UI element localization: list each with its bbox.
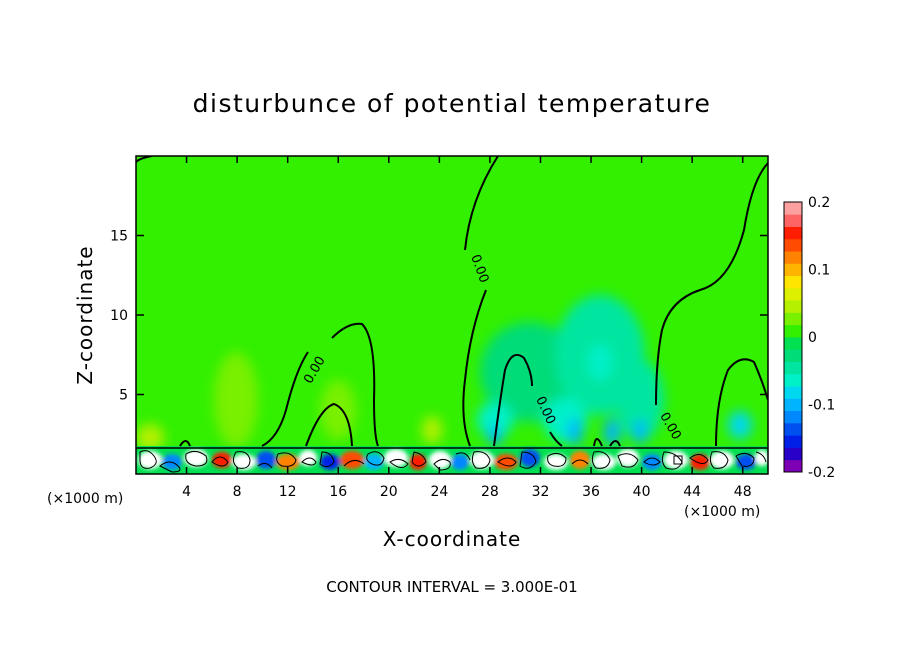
- y-tick-label: 10: [110, 308, 128, 324]
- colorbar-swatch: [784, 238, 802, 252]
- colorbar-swatch: [784, 337, 802, 350]
- colorbar-swatch: [784, 312, 802, 326]
- colorbar-swatch: [784, 422, 802, 436]
- colorbar-tick-label: 0.2: [808, 195, 830, 211]
- x-axis-label: X-coordinate: [383, 527, 522, 551]
- colorbar-tick-label: -0.1: [808, 398, 835, 414]
- colorbar-swatch: [784, 410, 802, 424]
- colorbar-swatch: [784, 349, 802, 362]
- colorbar-swatch: [784, 287, 802, 301]
- colorbar-tick-label: -0.2: [808, 465, 835, 481]
- colorbar-swatch: [784, 324, 802, 338]
- x-tick-label: 16: [329, 484, 347, 500]
- x-tick-label: 28: [481, 484, 499, 500]
- x-tick-label: 4: [182, 484, 191, 500]
- colorbar-swatch: [784, 214, 802, 227]
- colorbar-tick-label: 0: [808, 330, 817, 346]
- zero-contours: [136, 156, 768, 447]
- colorbar-swatch: [784, 251, 802, 264]
- y-unit-label: (×1000 m): [47, 491, 123, 507]
- colorbar-frame: [783, 201, 803, 473]
- x-tick-label: 12: [279, 484, 297, 500]
- colorbar-swatch: [784, 300, 802, 313]
- x-tick-label: 24: [430, 484, 448, 500]
- y-tick-label: 15: [110, 229, 128, 245]
- colorbar-swatch: [784, 202, 802, 215]
- colorbar-swatch: [784, 398, 802, 412]
- chart-title: disturbunce of potential temperature: [193, 89, 712, 118]
- x-tick-label: 8: [233, 484, 242, 500]
- colorbar-swatch: [784, 459, 802, 473]
- x-tick-label: 48: [734, 484, 752, 500]
- x-axis-ticks: 4 8 12 16 20 24 28 32 36 40 44 48: [182, 156, 752, 500]
- plot-area: 0.00 0.00 0.00 0.00: [136, 156, 768, 474]
- x-tick-label: 32: [532, 484, 550, 500]
- x-tick-label: 20: [380, 484, 398, 500]
- y-axis-label: Z-coordinate: [73, 245, 97, 384]
- surface-layer: [136, 446, 768, 474]
- colorbar: 0.2 0.1 0 -0.1 -0.2: [783, 195, 835, 481]
- x-tick-label: 36: [582, 484, 600, 500]
- colorbar-swatch: [784, 361, 802, 375]
- contour-interval-note: CONTOUR INTERVAL = 3.000E-01: [326, 578, 577, 596]
- x-tick-label: 40: [633, 484, 651, 500]
- colorbar-swatch: [784, 386, 802, 399]
- colorbar-swatch: [784, 373, 802, 387]
- colorbar-swatch: [784, 275, 802, 289]
- colorbar-swatch: [784, 226, 802, 240]
- colorbar-swatch: [784, 447, 802, 461]
- colorbar-tick-label: 0.1: [808, 263, 830, 279]
- y-tick-label: 5: [119, 388, 128, 404]
- colorbar-swatch: [784, 263, 802, 277]
- x-tick-label: 44: [683, 484, 701, 500]
- x-unit-label: (×1000 m): [684, 504, 760, 520]
- y-axis-ticks: 5 10 15: [110, 229, 768, 404]
- colorbar-swatch: [784, 435, 802, 448]
